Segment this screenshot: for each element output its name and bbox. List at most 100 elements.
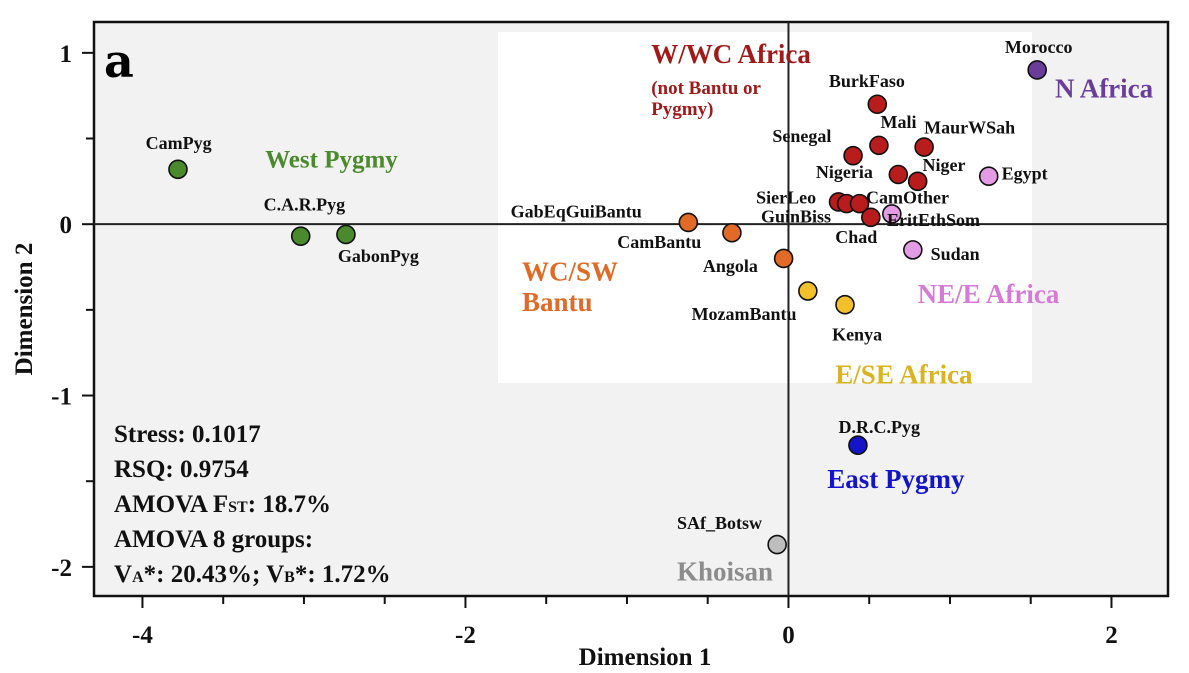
zero-lines <box>94 22 1168 596</box>
group-label: Khoisan <box>677 557 773 587</box>
stat-text-part: B <box>284 569 295 586</box>
data-point <box>848 435 868 456</box>
data-point <box>903 240 923 260</box>
stat-text-part: A <box>132 569 144 586</box>
stat-text-part: : 18.7% <box>248 491 331 518</box>
data-point <box>798 281 818 301</box>
group-label-line: WC/SW <box>522 257 618 287</box>
group-label-line: E/SE Africa <box>835 360 973 390</box>
point-label: GuinBiss <box>761 206 831 226</box>
group-label: N Africa <box>1055 73 1154 103</box>
y-tick-label: -1 <box>51 384 72 411</box>
point-label: Senegal <box>772 126 831 146</box>
point-label: Sudan <box>931 244 980 264</box>
group-label-line: W/WC Africa <box>651 39 811 69</box>
x-tick-label: -2 <box>455 622 476 649</box>
point-label: Chad <box>835 227 877 247</box>
data-point <box>290 226 311 246</box>
point-label: Kenya <box>832 325 882 345</box>
point-label: Egypt <box>1002 164 1048 184</box>
data-point <box>1027 60 1047 80</box>
point-labels: CamPyg C.A.R.Pyg GabonPyg GabEqGuiBantu CamB… <box>146 37 1073 533</box>
data-point <box>336 224 356 245</box>
stat-text-part: Stress: 0.1017 <box>114 421 261 448</box>
point-label: Mali <box>881 112 917 132</box>
group-label: (not Bantu or Pygmy) <box>651 78 761 120</box>
group-label: NE/E Africa <box>918 279 1060 309</box>
stat-line: Stress: 0.1017 <box>114 421 261 448</box>
data-point <box>882 204 902 224</box>
stats-block: Stress: 0.1017 RSQ: 0.9754 AMOVA FST: 18.7… <box>114 421 391 588</box>
data-point <box>849 193 870 214</box>
point-label: EritEthSom <box>887 210 980 230</box>
group-label-line: West Pygmy <box>265 147 398 174</box>
point-label: MozamBantu <box>692 304 797 324</box>
group-label-line: N Africa <box>1055 73 1154 103</box>
stat-line: RSQ: 0.9754 <box>114 456 249 483</box>
data-point <box>773 248 794 269</box>
data-point <box>861 207 881 228</box>
point-label: BurkFaso <box>829 71 905 91</box>
y-tick-label: -2 <box>51 555 72 582</box>
stat-text-part: ST <box>228 499 248 516</box>
point-label: MaurWSah <box>924 117 1015 137</box>
stat-text-part: *: 1.72% <box>295 561 391 588</box>
stat-text-part: V <box>114 561 132 588</box>
data-points <box>168 60 1047 555</box>
point-label: GabEqGuiBantu <box>511 201 642 221</box>
stat-text-part: *: 20.43%; V <box>144 561 285 588</box>
group-labels: West Pygmy W/WC Africa (not Bantu or Pygmy)… <box>265 39 1153 586</box>
data-point <box>835 294 855 315</box>
group-label: WC/SW Bantu <box>522 257 618 317</box>
point-label: CamPyg <box>146 133 212 153</box>
data-point <box>168 159 188 180</box>
data-point <box>914 137 934 157</box>
group-label: W/WC Africa <box>651 39 811 69</box>
stat-line: AMOVA 8 groups: <box>114 526 313 553</box>
panel-label: a <box>104 34 134 88</box>
y-tick-label: 1 <box>60 41 73 68</box>
data-point <box>907 171 928 192</box>
group-label: West Pygmy <box>265 147 398 174</box>
x-tick-label: 2 <box>1105 622 1118 649</box>
data-point <box>869 135 889 156</box>
point-label: C.A.R.Pyg <box>264 194 346 214</box>
point-label: SAf_Botsw <box>677 513 762 533</box>
axis-ticks: -4 -2 0 2 1 0 -1 -2 <box>51 41 1118 649</box>
stat-line: AMOVA FST: 18.7% <box>114 491 331 518</box>
x-tick-label: 0 <box>782 622 795 649</box>
point-label: CamOther <box>866 188 949 208</box>
data-point <box>767 534 787 555</box>
y-axis-label: Dimension 2 <box>11 243 38 376</box>
point-label: Morocco <box>1005 37 1073 57</box>
point-label: Nigeria <box>816 162 873 182</box>
group-label-line: Khoisan <box>677 557 773 587</box>
highlight-region <box>498 32 1032 383</box>
data-point <box>867 94 888 115</box>
group-label-line: (not Bantu or <box>651 78 761 99</box>
group-label-line: NE/E Africa <box>918 279 1060 309</box>
data-point <box>888 164 909 185</box>
group-label-line: Pygmy) <box>651 99 713 120</box>
group-label: E/SE Africa <box>835 360 973 390</box>
point-label: SierLeo <box>756 188 816 208</box>
group-label: East Pygmy <box>827 464 965 494</box>
stat-text-part: RSQ: 0.9754 <box>114 456 249 483</box>
group-label-line: Bantu <box>522 287 593 317</box>
stat-text-part: AMOVA 8 groups: <box>114 526 313 553</box>
point-label: GabonPyg <box>338 246 419 266</box>
x-tick-label: -4 <box>132 622 153 649</box>
stat-text-part: AMOVA F <box>114 491 228 518</box>
data-point <box>978 166 999 187</box>
stat-line: VA*: 20.43%; VB*: 1.72% <box>114 561 391 588</box>
data-point <box>678 212 699 233</box>
point-label: CamBantu <box>617 232 701 252</box>
data-point <box>722 222 742 243</box>
group-label-line: East Pygmy <box>827 464 965 494</box>
y-tick-label: 0 <box>60 212 73 239</box>
data-point <box>843 145 863 166</box>
point-label: Angola <box>703 256 758 276</box>
x-axis-label: Dimension 1 <box>579 644 712 671</box>
point-label: Niger <box>923 155 966 175</box>
